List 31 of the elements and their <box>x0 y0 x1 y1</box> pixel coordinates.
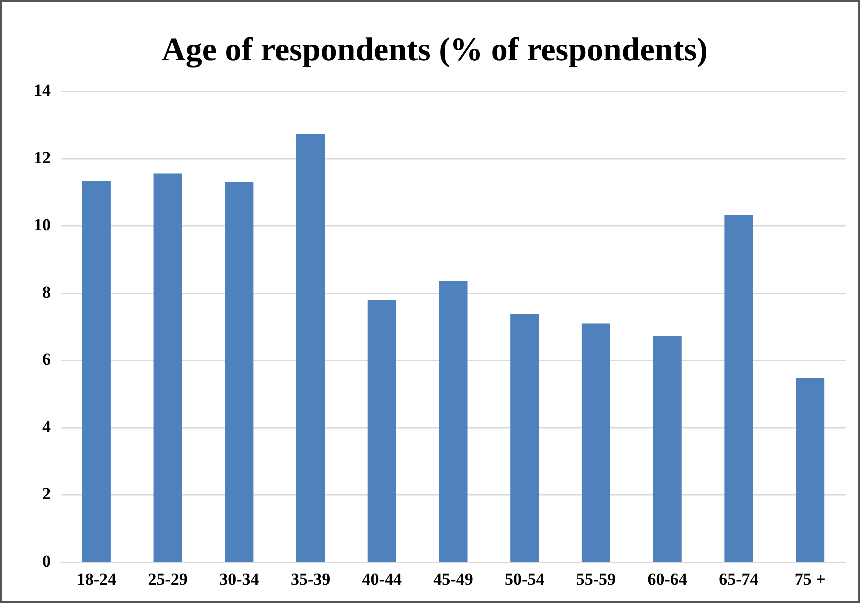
bar <box>796 378 825 562</box>
x-tick-label: 45-49 <box>434 570 474 590</box>
y-tick-label: 12 <box>34 148 51 168</box>
y-tick-label: 0 <box>42 552 51 571</box>
y-tick-label: 4 <box>42 417 52 436</box>
bar <box>296 134 326 562</box>
x-tick-label: 40-44 <box>362 570 402 590</box>
bar <box>82 181 111 562</box>
bar <box>653 336 682 562</box>
x-tick-label: 25-29 <box>148 570 188 590</box>
bar <box>439 281 468 562</box>
x-tick-label: 75 + <box>794 570 826 590</box>
x-tick-label: 65-74 <box>719 570 760 590</box>
x-tick-label: 60-64 <box>648 570 688 590</box>
y-tick-label: 6 <box>42 350 51 370</box>
y-tick-label: 14 <box>34 80 52 100</box>
bar <box>510 314 540 562</box>
bar <box>724 215 754 562</box>
bar <box>154 174 182 562</box>
x-tick-label: 30-34 <box>220 570 260 590</box>
y-tick-label: 10 <box>34 216 51 235</box>
x-tick-label: 18-24 <box>76 570 118 590</box>
x-tick-label: 35-39 <box>290 570 331 590</box>
bar <box>582 324 610 562</box>
x-tick-label: 55-59 <box>576 570 616 590</box>
y-tick-label: 2 <box>42 484 51 504</box>
x-tick-label: 50-54 <box>505 570 546 590</box>
bar <box>225 182 254 562</box>
bar <box>368 300 396 562</box>
chart-title: Age of respondents (% of respondents) <box>162 32 708 68</box>
y-tick-label: 8 <box>42 282 51 302</box>
